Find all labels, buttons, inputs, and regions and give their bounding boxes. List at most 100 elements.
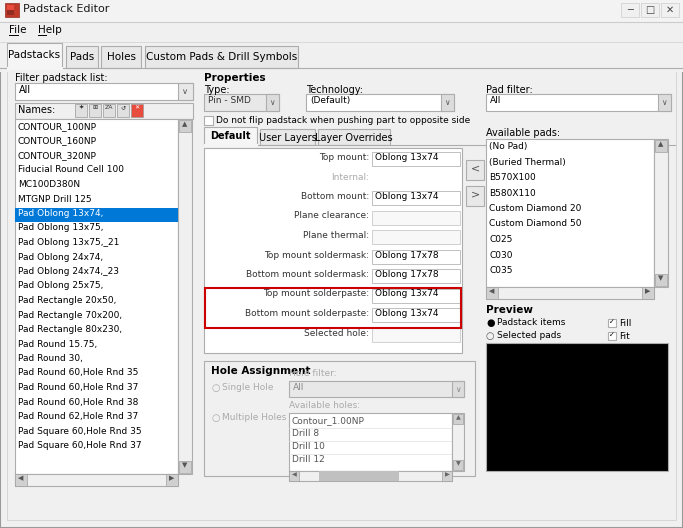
Text: Pad Round 62,Hole Rnd 37: Pad Round 62,Hole Rnd 37 <box>18 412 138 421</box>
Bar <box>289 471 452 481</box>
Bar <box>486 94 671 111</box>
Text: Pad Rectangle 20x50,: Pad Rectangle 20x50, <box>18 296 116 305</box>
Text: Oblong 13x74: Oblong 13x74 <box>375 289 438 298</box>
Text: Padstacks: Padstacks <box>8 50 61 60</box>
Bar <box>15 83 193 100</box>
Text: Pad Round 15.75,: Pad Round 15.75, <box>18 340 97 348</box>
Bar <box>372 269 460 283</box>
Bar <box>7 10 14 15</box>
Text: Fill: Fill <box>619 319 631 328</box>
Bar <box>15 103 193 119</box>
Text: Pad Round 60,Hole Rnd 37: Pad Round 60,Hole Rnd 37 <box>18 383 139 392</box>
Bar <box>486 287 498 299</box>
Bar <box>654 139 668 287</box>
Text: Layer Overrides: Layer Overrides <box>315 133 393 143</box>
Bar <box>0 22 683 42</box>
Bar <box>204 361 475 476</box>
Bar <box>372 191 460 205</box>
Text: Selected hole:: Selected hole: <box>304 328 369 337</box>
Bar <box>442 471 452 481</box>
Bar <box>486 139 654 287</box>
Text: ∨: ∨ <box>661 98 667 107</box>
Text: Drill 10: Drill 10 <box>292 442 325 451</box>
Text: Single Hole: Single Hole <box>222 383 273 392</box>
Text: Fiducial Round Cell 100: Fiducial Round Cell 100 <box>18 165 124 174</box>
Bar <box>372 308 460 322</box>
Bar <box>89 104 101 117</box>
Text: Default: Default <box>210 131 251 141</box>
Text: Bottom mount soldermask:: Bottom mount soldermask: <box>246 270 369 279</box>
Bar <box>289 413 452 471</box>
Text: ◀: ◀ <box>18 475 24 481</box>
Bar <box>641 3 659 17</box>
Text: ▲: ▲ <box>456 415 460 420</box>
Bar <box>204 144 258 147</box>
Bar <box>204 94 279 111</box>
Bar <box>131 104 143 117</box>
Text: Custom Diamond 20: Custom Diamond 20 <box>489 204 581 213</box>
Text: ▲: ▲ <box>658 141 664 147</box>
Text: Custom Pads & Drill Symbols: Custom Pads & Drill Symbols <box>146 52 297 62</box>
Text: CONTOUR_160NP: CONTOUR_160NP <box>18 137 97 146</box>
Text: Top mount soldermask:: Top mount soldermask: <box>264 250 369 259</box>
Text: Available pads:: Available pads: <box>486 128 560 138</box>
Text: ∨: ∨ <box>455 385 461 394</box>
Text: Properties: Properties <box>204 73 266 83</box>
Bar <box>655 140 667 152</box>
Text: Plane clearance:: Plane clearance: <box>294 212 369 221</box>
Text: Pad Square 60,Hole Rnd 35: Pad Square 60,Hole Rnd 35 <box>18 427 141 436</box>
Text: Padstack Editor: Padstack Editor <box>23 4 109 14</box>
Text: User Layers: User Layers <box>259 133 316 143</box>
Text: MC100D380N: MC100D380N <box>18 180 80 189</box>
Text: ▼: ▼ <box>456 461 460 466</box>
Text: Help: Help <box>38 25 61 35</box>
Text: Pad Round 30,: Pad Round 30, <box>18 354 83 363</box>
Text: Pad Round 60,Hole Rnd 38: Pad Round 60,Hole Rnd 38 <box>18 398 139 407</box>
Bar <box>7 67 63 70</box>
Bar <box>608 319 616 327</box>
Text: Pad Oblong 24x74,: Pad Oblong 24x74, <box>18 252 103 261</box>
Text: B580X110: B580X110 <box>489 188 535 197</box>
Text: ✦: ✦ <box>79 105 83 110</box>
Text: Available holes:: Available holes: <box>289 401 360 410</box>
Bar <box>372 327 460 342</box>
Bar <box>0 42 683 72</box>
Text: ◀: ◀ <box>489 288 494 294</box>
Bar <box>15 474 178 486</box>
Text: Pad filter:: Pad filter: <box>486 85 533 95</box>
Text: ZA: ZA <box>104 105 113 110</box>
Text: Oblong 17x78: Oblong 17x78 <box>375 250 438 259</box>
Text: ∨: ∨ <box>269 98 275 107</box>
Text: ↺: ↺ <box>120 105 126 110</box>
Bar <box>289 471 299 481</box>
Bar <box>452 413 464 471</box>
Text: Filter padstack list:: Filter padstack list: <box>15 73 108 83</box>
Bar <box>306 94 454 111</box>
Text: ●: ● <box>486 318 494 328</box>
Text: Pad Square 60,Hole Rnd 37: Pad Square 60,Hole Rnd 37 <box>18 441 141 450</box>
Text: Oblong 13x74: Oblong 13x74 <box>375 192 438 201</box>
Text: All: All <box>293 383 305 392</box>
Bar <box>318 129 390 145</box>
Text: Pad Oblong 24x74,_23: Pad Oblong 24x74,_23 <box>18 267 119 276</box>
Bar <box>372 288 460 303</box>
Text: MTGNP Drill 125: MTGNP Drill 125 <box>18 194 92 203</box>
Text: Plane thermal:: Plane thermal: <box>303 231 369 240</box>
Bar <box>178 119 192 474</box>
Text: Drill 12: Drill 12 <box>292 455 324 464</box>
Bar <box>655 274 667 286</box>
Text: C025: C025 <box>489 235 512 244</box>
Text: C030: C030 <box>489 250 512 259</box>
Text: C035: C035 <box>489 266 512 275</box>
Bar <box>205 288 461 327</box>
Text: ○: ○ <box>211 383 219 393</box>
Text: Contour_1.00NP: Contour_1.00NP <box>292 416 365 425</box>
Text: Oblong 17x78: Oblong 17x78 <box>375 270 438 279</box>
Text: Pad Oblong 13x75,: Pad Oblong 13x75, <box>18 223 104 232</box>
Bar <box>204 127 257 145</box>
Bar <box>7 68 676 520</box>
Text: Technology:: Technology: <box>306 85 363 95</box>
Text: Pads: Pads <box>70 52 94 62</box>
Text: Oblong 13x74: Oblong 13x74 <box>375 309 438 318</box>
Bar <box>608 332 616 340</box>
